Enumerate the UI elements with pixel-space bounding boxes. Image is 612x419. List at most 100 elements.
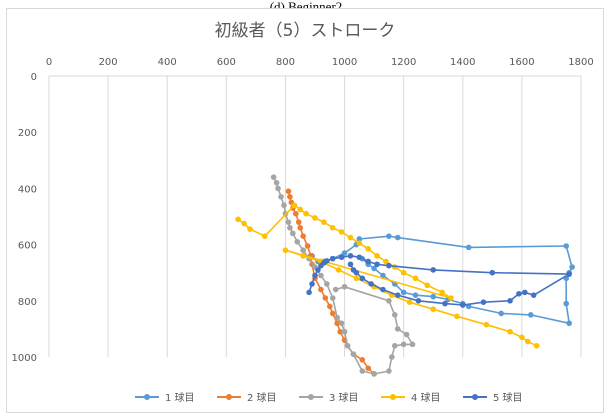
data-point <box>371 371 377 377</box>
series-3 <box>270 174 416 377</box>
data-point <box>322 295 329 301</box>
x-tick-label: 1200 <box>391 57 416 68</box>
x-tick-label: 400 <box>158 57 177 68</box>
data-point <box>374 261 380 268</box>
data-point <box>392 342 398 349</box>
legend-label: 3 球目 <box>329 391 359 404</box>
data-point <box>409 341 416 348</box>
data-point <box>329 255 336 262</box>
legend-marker <box>226 394 232 400</box>
data-point <box>356 254 363 261</box>
chart-frame: 初級者（5）ストローク 0 200 400 600 800 1000 1200 1400 160… <box>6 8 604 413</box>
data-point <box>359 368 366 374</box>
x-tick-label: 800 <box>276 57 295 68</box>
data-point <box>406 299 413 306</box>
data-point <box>324 258 330 264</box>
series-line <box>237 204 538 347</box>
data-point <box>282 247 289 254</box>
data-point <box>530 292 537 298</box>
data-point <box>338 320 345 327</box>
data-point <box>400 289 407 296</box>
data-point <box>516 290 522 297</box>
y-tick-label: 0 <box>31 72 37 83</box>
series-line <box>287 190 375 375</box>
data-point <box>332 286 339 293</box>
data-point <box>519 334 525 341</box>
data-point <box>394 292 401 298</box>
data-point <box>400 269 407 276</box>
data-point <box>329 310 336 317</box>
data-point <box>386 233 392 239</box>
legend-marker <box>472 394 478 400</box>
legend-item: 5 球目 <box>463 391 523 404</box>
data-point <box>303 210 309 217</box>
data-point <box>341 250 348 256</box>
data-point <box>287 224 293 231</box>
data-point <box>335 267 342 273</box>
data-point <box>569 264 575 270</box>
legend-label: 2 球目 <box>247 391 277 404</box>
legend-item: 3 球目 <box>299 391 359 404</box>
series-2 <box>285 188 377 377</box>
data-point <box>439 289 445 296</box>
data-point <box>247 226 253 232</box>
data-point <box>334 320 340 327</box>
series-4 <box>235 202 540 349</box>
data-point <box>285 219 292 225</box>
data-point <box>386 368 392 374</box>
data-point <box>295 219 302 225</box>
legend-item: 1 球目 <box>135 391 195 404</box>
data-point <box>353 275 360 282</box>
data-point <box>412 292 419 298</box>
data-point <box>392 312 398 318</box>
data-point <box>566 320 572 327</box>
data-point <box>480 299 487 306</box>
data-point <box>235 216 241 223</box>
legend-marker <box>308 394 314 400</box>
data-point <box>359 357 366 363</box>
y-axis-ticks: 0 200 400 600 800 1000 <box>12 72 37 364</box>
data-point <box>525 338 531 345</box>
data-point <box>297 206 304 213</box>
data-point <box>321 219 327 225</box>
data-point <box>400 341 407 348</box>
data-point <box>380 286 386 293</box>
data-point <box>350 351 357 357</box>
data-point <box>347 234 354 241</box>
data-point <box>312 272 318 279</box>
x-tick-label: 1000 <box>332 57 357 68</box>
data-point <box>315 267 321 273</box>
data-point <box>290 230 296 237</box>
chart-title: 初級者（5）ストローク <box>215 21 396 41</box>
x-tick-label: 600 <box>217 57 236 68</box>
data-point <box>498 310 505 317</box>
y-tick-label: 600 <box>18 241 37 252</box>
data-point <box>356 240 363 246</box>
data-point <box>306 289 312 296</box>
data-point <box>287 194 293 200</box>
series-layer <box>235 174 575 377</box>
legend-label: 1 球目 <box>165 391 195 404</box>
data-point <box>261 233 268 239</box>
data-point <box>309 281 315 287</box>
data-point <box>365 365 372 372</box>
series-line <box>311 235 573 325</box>
data-point <box>338 229 345 235</box>
data-point <box>448 295 454 301</box>
legend-item: 4 球目 <box>381 391 441 404</box>
data-point <box>273 179 280 186</box>
data-point <box>359 275 366 282</box>
y-tick-label: 1000 <box>12 353 37 364</box>
data-point <box>386 262 392 269</box>
data-point <box>430 267 437 273</box>
legend-label: 5 球目 <box>493 391 523 404</box>
data-point <box>389 354 395 360</box>
data-point <box>337 328 343 335</box>
data-point <box>430 306 437 313</box>
x-tick-label: 1800 <box>568 57 593 68</box>
legend: 1 球目 2 球目 3 球目 4 球目 5 球目 <box>135 391 523 404</box>
x-tick-label: 1600 <box>509 57 534 68</box>
data-point <box>241 220 247 227</box>
data-point <box>383 258 389 265</box>
data-point <box>527 312 534 318</box>
